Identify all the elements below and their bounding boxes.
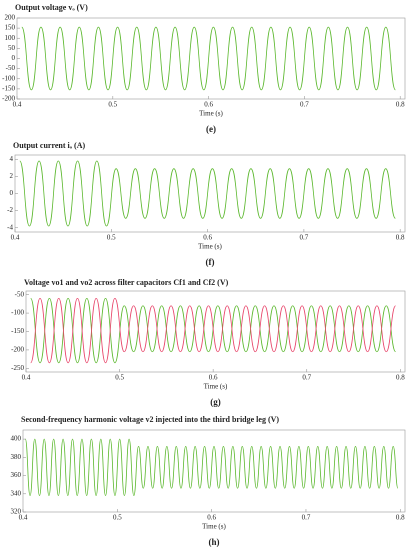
waveform: [30, 297, 397, 364]
x-tick-label: 0.5: [115, 374, 124, 382]
y-tick-label: 50: [8, 44, 16, 52]
chart-title: Second-frequency harmonic voltage v2 inj…: [21, 415, 279, 424]
x-tick-label: 0.8: [396, 101, 405, 109]
plot-frame: [14, 154, 406, 233]
x-tick-label: 0.5: [108, 101, 117, 109]
panel-label: (f): [206, 257, 215, 267]
x-axis-label: Time (s): [204, 383, 228, 391]
waveform: [19, 160, 396, 227]
y-tick-label: 320: [11, 508, 22, 516]
x-tick-label: 0.7: [302, 514, 311, 522]
y-tick-label: -150: [2, 84, 15, 92]
plot-frame: [25, 290, 406, 373]
y-tick-label: 0: [12, 54, 16, 62]
x-axis-label: Time (s): [202, 523, 226, 531]
y-tick-label: 340: [11, 489, 22, 497]
y-tick-label: 200: [5, 14, 16, 22]
y-tick-label: -250: [11, 364, 24, 372]
x-tick-label: 0.5: [107, 234, 116, 242]
x-tick-label: 0.7: [300, 101, 309, 109]
x-tick-label: 0.4: [22, 374, 31, 382]
y-tick-label: -200: [11, 346, 24, 354]
x-tick-label: 0.4: [13, 101, 22, 109]
y-tick-label: 360: [11, 471, 22, 479]
y-tick-label: 150: [5, 24, 16, 32]
x-axis-label: Time (s): [198, 243, 222, 251]
y-tick-label: -2: [7, 206, 13, 214]
x-tick-label: 0.7: [300, 234, 309, 242]
x-tick-label: 0.5: [113, 514, 122, 522]
y-tick-label: 0: [10, 189, 14, 197]
y-tick-label: -150: [11, 327, 24, 335]
x-tick-label: 0.6: [204, 101, 213, 109]
plot-frame: [16, 17, 406, 100]
x-tick-label: 0.8: [396, 234, 405, 242]
y-tick-label: -100: [11, 309, 24, 317]
x-axis-label: Time (s): [199, 110, 223, 118]
x-tick-label: 0.6: [207, 514, 216, 522]
x-tick-label: 0.6: [209, 374, 218, 382]
y-tick-label: -200: [2, 95, 15, 103]
y-tick-label: -50: [15, 290, 25, 298]
y-tick-label: 4: [10, 155, 14, 163]
chart-title: Output current iₒ (A): [13, 141, 85, 150]
waveform: [30, 297, 397, 364]
panel-label: (e): [206, 124, 216, 134]
chart-title: Output voltage vₒ (V): [15, 3, 88, 12]
x-tick-label: 0.4: [19, 514, 28, 522]
plot-frame: [22, 429, 406, 513]
y-tick-label: 380: [11, 453, 22, 461]
y-tick-label: 400: [11, 435, 22, 443]
chart-title: Voltage vo1 and vo2 across filter capaci…: [24, 278, 229, 287]
x-tick-label: 0.8: [396, 514, 405, 522]
x-tick-label: 0.8: [396, 374, 405, 382]
y-tick-label: 2: [10, 172, 14, 180]
x-tick-label: 0.7: [302, 374, 311, 382]
waveform: [24, 438, 399, 497]
panel-label: (h): [209, 537, 220, 547]
y-tick-label: -4: [7, 223, 13, 231]
panel-label: (g): [210, 397, 221, 407]
x-tick-label: 0.4: [11, 234, 20, 242]
x-tick-label: 0.6: [203, 234, 212, 242]
y-tick-label: -50: [6, 64, 16, 72]
y-tick-label: 100: [5, 34, 16, 42]
y-tick-label: -100: [2, 74, 15, 82]
waveform: [21, 26, 396, 91]
